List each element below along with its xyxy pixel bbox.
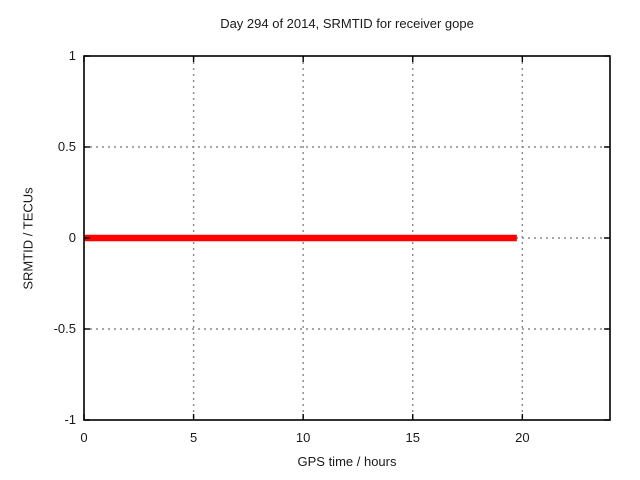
x-tick-label: 15 (405, 430, 420, 445)
y-tick-label: 1 (68, 48, 76, 63)
y-tick-label: -1 (64, 412, 76, 427)
y-tick-label: 0.5 (57, 139, 76, 154)
y-tick-label: 0 (68, 230, 76, 245)
x-tick-label: 5 (189, 430, 198, 445)
chart-title: Day 294 of 2014, SRMTID for receiver gop… (220, 16, 474, 31)
x-tick-label: 10 (295, 430, 311, 445)
x-tick-label: 20 (515, 430, 530, 445)
x-tick-label: 0 (80, 430, 88, 445)
x-axis-label: GPS time / hours (297, 454, 397, 469)
y-tick-label: -0.5 (53, 321, 76, 336)
